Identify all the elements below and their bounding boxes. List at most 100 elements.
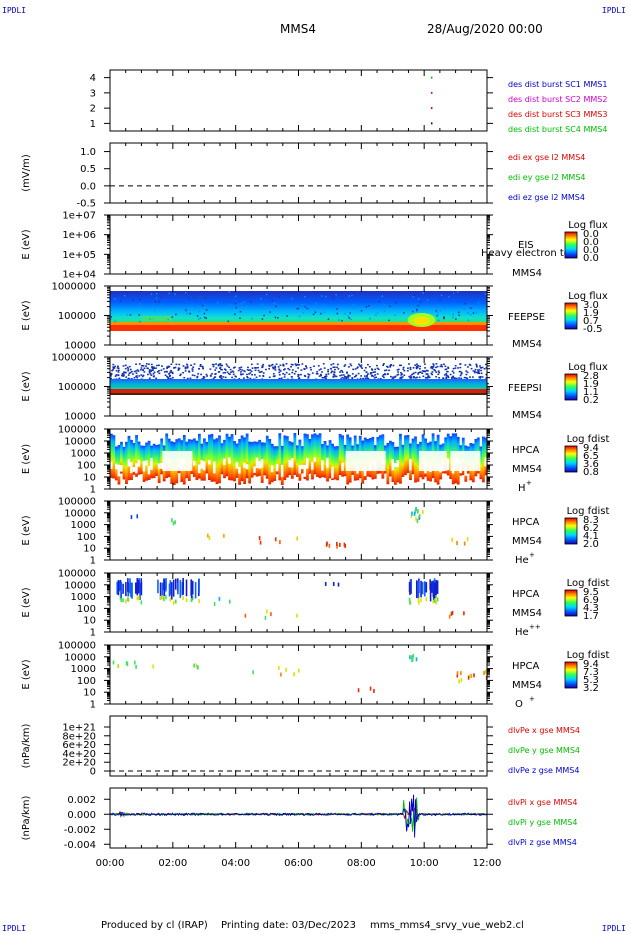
feepsi-speckle [296, 364, 299, 366]
feepsi-speckle [115, 374, 118, 376]
feepse-texture [452, 313, 454, 316]
feepsi-speckle [430, 372, 433, 375]
feepsi-speckle [348, 375, 351, 377]
hpca-pixel [172, 579, 175, 597]
hpca-h-gap [213, 461, 216, 474]
feepsi-speckle [366, 377, 369, 379]
feepsi-speckle [397, 371, 400, 373]
feepsi-speckle [392, 376, 395, 378]
feepse-texture [411, 310, 414, 313]
feepsi-speckle [374, 374, 377, 376]
hpca-pixel [135, 582, 137, 594]
feepse-texture [419, 301, 422, 303]
feepsi-speckle [470, 367, 473, 370]
feepsi-speckle [148, 370, 151, 372]
feepse-texture [338, 319, 340, 321]
hpca-h-gap [270, 465, 274, 473]
hpca-pixel [117, 664, 120, 669]
feepsi-speckle [485, 377, 488, 379]
feepsi-speckle [171, 376, 174, 379]
feepsi-speckle [163, 371, 166, 373]
hpca-pixel [117, 580, 120, 596]
hpca-pixel [120, 598, 123, 603]
species-charge: + [529, 695, 535, 703]
feepsi-speckle [310, 369, 313, 371]
feepsi-speckle [409, 366, 412, 369]
feepse-texture [347, 315, 349, 317]
feepsi-speckle [410, 376, 413, 378]
y-tick-label: 100 [77, 532, 96, 543]
y-tick-label: 1 [90, 556, 96, 567]
hpca-h-column [388, 440, 392, 477]
feepsi-speckle [383, 369, 386, 372]
feepsi-speckle [259, 371, 262, 373]
hpca-pixel [466, 537, 469, 542]
feepsi-speckle [401, 373, 403, 375]
hpca-pixel [140, 578, 143, 591]
hpca-h-column [127, 435, 131, 481]
feepse-texture [234, 302, 237, 305]
hpca-pixel [411, 511, 413, 516]
feepsi-speckle [389, 375, 392, 378]
feepsi-speckle [139, 369, 142, 371]
feepsi-speckle [337, 363, 339, 366]
y-tick-label: 0.5 [80, 164, 96, 175]
time-ticks-3 [109, 286, 488, 345]
hpca-pixel [193, 663, 195, 668]
y-tick-label: -0.002 [64, 825, 96, 836]
feepsi-speckle [478, 376, 481, 378]
hpca-h-gap [409, 459, 412, 471]
hpca-pixel [435, 600, 438, 605]
hpca-pixel [417, 597, 420, 602]
feepsi-speckle [273, 375, 276, 377]
time-tick-label: 04:00 [221, 858, 250, 869]
eis-ylabel: E (eV) [21, 229, 32, 259]
gradpi-frame [109, 787, 488, 849]
y-tick-label: 1e+05 [62, 250, 96, 261]
feepsi-speckle [186, 366, 189, 369]
hpca-h-gap [245, 464, 249, 470]
feepse-texture [154, 301, 157, 303]
hpca-pixel [136, 514, 139, 519]
feepsi-speckle [117, 365, 119, 368]
hpca-he2-spectrogram [116, 578, 439, 605]
feepsi-speckle [383, 376, 385, 379]
hpca-pixel [326, 541, 328, 546]
hpca-pixel [139, 582, 141, 600]
feepsi-speckle [427, 375, 430, 377]
feepsi-speckle [307, 373, 310, 375]
feepsi-speckle [268, 376, 271, 379]
feepsi-speckle [478, 372, 481, 375]
feepsi-speckle [427, 376, 429, 379]
feepsi-speckle [177, 368, 180, 371]
burst-y-axis: 4 3 2 1 [90, 73, 493, 130]
feepse-texture [199, 317, 202, 319]
hpca-h-gap [228, 457, 231, 464]
feepsi-speckle [156, 364, 158, 367]
feepsi-speckle [307, 375, 310, 378]
feepse-texture [250, 317, 253, 320]
feepsi-speckle [212, 365, 215, 368]
feepsi-speckle [356, 366, 359, 368]
feepsi-speckle [191, 374, 194, 376]
feepsi-speckle [214, 376, 217, 378]
legend-entry: dlvPe x gse MMS4 [508, 726, 580, 735]
feepsi-speckle [112, 363, 115, 366]
feepsi-speckle [344, 364, 347, 366]
hpca-h-gap [238, 466, 241, 474]
feepsi-speckle [156, 371, 159, 373]
feepsi-speckle [151, 369, 154, 371]
instrument-subtitle: Heavy electron to [481, 248, 570, 259]
y-tick-label: 1000 [71, 592, 96, 603]
feepsi-speckle [374, 371, 377, 373]
feepsi-speckle [376, 364, 378, 367]
feepsi-speckle [288, 368, 291, 371]
feepsi-speckle [249, 377, 252, 380]
feepse-texture [228, 291, 231, 293]
hpca-h-column [112, 435, 116, 479]
feepsi-speckle [402, 368, 405, 371]
feepsi-speckle [298, 377, 301, 379]
feepsi-speckle [257, 369, 260, 372]
colorbar-title: Log fdist [567, 578, 610, 589]
